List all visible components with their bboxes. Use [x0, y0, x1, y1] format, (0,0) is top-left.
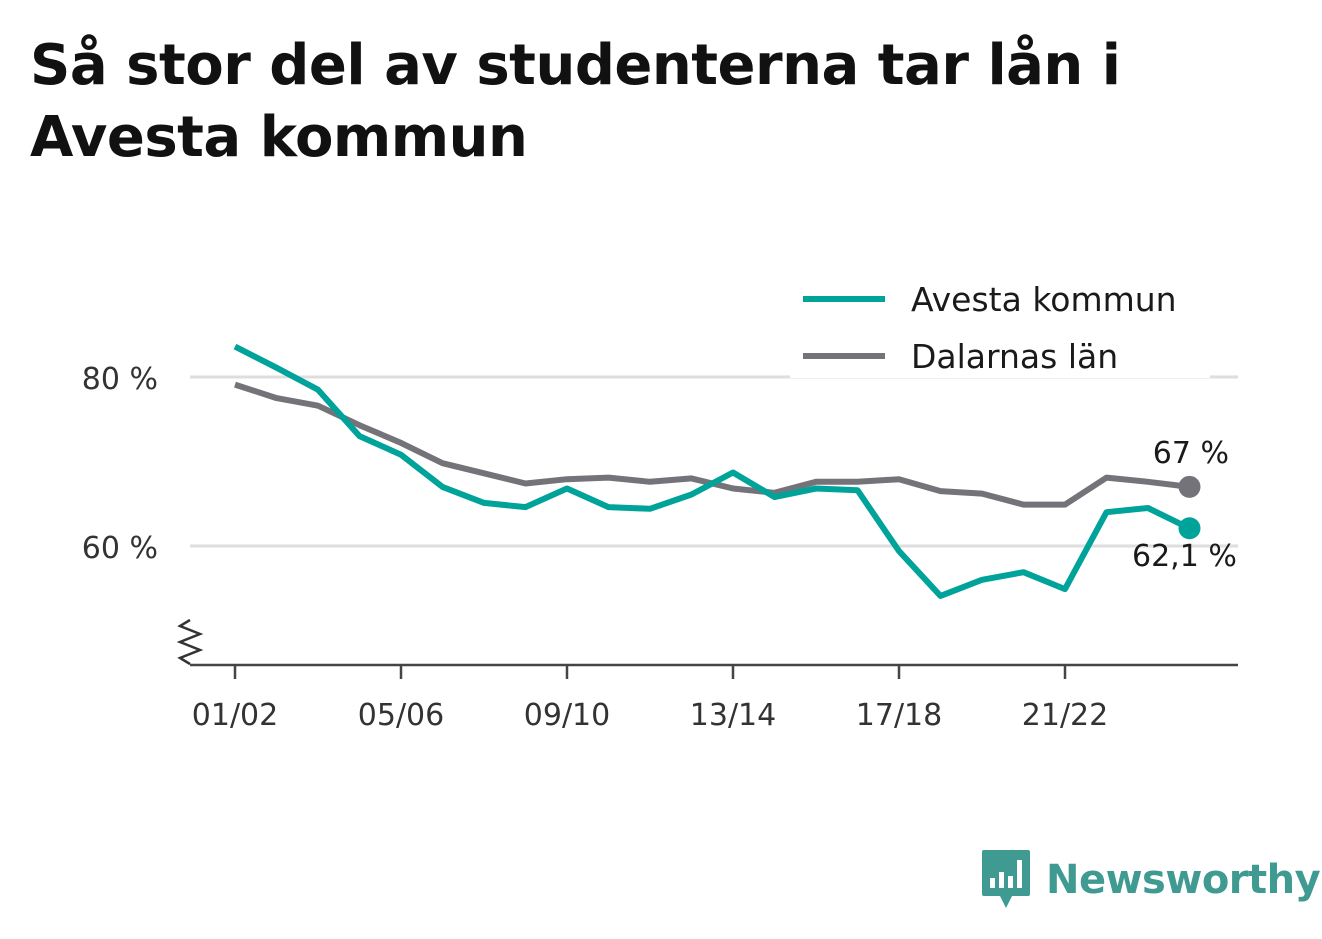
- x-tick-label: 01/02: [192, 698, 278, 733]
- newsworthy-logo-icon: [982, 850, 1030, 908]
- x-tick-label: 13/14: [690, 698, 776, 733]
- newsworthy-logo: Newsworthy: [980, 848, 1321, 912]
- series-line-avesta-kommun: [233, 343, 1191, 599]
- y-tick-label-60: 60 %: [82, 531, 158, 566]
- legend-label: Dalarnas län: [911, 337, 1118, 376]
- x-tick-label: 21/22: [1022, 698, 1108, 733]
- brand-name: Newsworthy: [1046, 857, 1321, 903]
- end-label: 62,1 %: [1132, 539, 1237, 574]
- y-axis: 60 % 80 %: [82, 362, 204, 666]
- legend-background: [790, 272, 1210, 378]
- series-lines: [233, 343, 1201, 599]
- x-axis: 01/02 05/06 09/10 13/14 17/18 21/22: [190, 663, 1238, 733]
- x-tick-label: 09/10: [524, 698, 610, 733]
- gridlines: [190, 375, 1238, 548]
- x-tick-label: 05/06: [358, 698, 444, 733]
- legend-label: Avesta kommun: [911, 280, 1177, 319]
- end-point-avesta-kommun: [1178, 517, 1201, 540]
- axis-break-mark: [176, 618, 204, 666]
- end-labels: 62,1 % 67 %: [1132, 436, 1237, 574]
- legend: Avesta kommun Dalarnas län: [790, 272, 1210, 378]
- chart-title: Så stor del av studenterna tar lån i Ave…: [30, 33, 1121, 170]
- y-tick-label-80: 80 %: [82, 362, 158, 397]
- end-label: 67 %: [1153, 436, 1229, 471]
- end-point-dalarnas-län: [1178, 475, 1201, 498]
- x-tick-label: 17/18: [856, 698, 942, 733]
